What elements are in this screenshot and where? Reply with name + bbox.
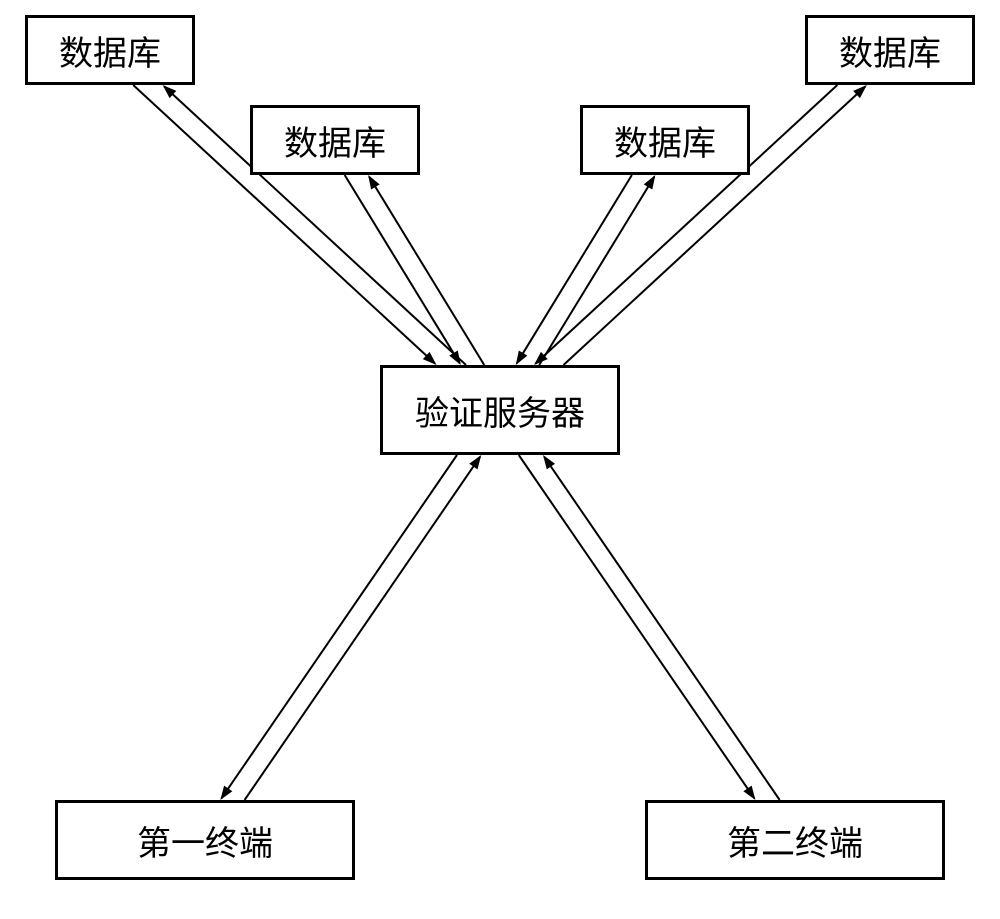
diagram-canvas: 数据库 数据库 数据库 数据库 验证服务器 第一终端 第二终端: [0, 0, 1000, 919]
node-label: 数据库: [59, 26, 161, 75]
node-server: 验证服务器: [380, 365, 620, 455]
node-terminal-1: 第一终端: [55, 800, 355, 880]
node-terminal-2: 第二终端: [645, 800, 945, 880]
node-db-top-right: 数据库: [805, 15, 975, 85]
node-label: 第一终端: [137, 816, 273, 865]
edges-layer: [0, 0, 1000, 919]
node-label: 第二终端: [727, 816, 863, 865]
node-db-mid-right: 数据库: [580, 105, 750, 175]
node-label: 验证服务器: [415, 386, 585, 435]
node-db-mid-left: 数据库: [250, 105, 420, 175]
node-label: 数据库: [284, 116, 386, 165]
node-label: 数据库: [839, 26, 941, 75]
node-db-top-left: 数据库: [25, 15, 195, 85]
node-label: 数据库: [614, 116, 716, 165]
